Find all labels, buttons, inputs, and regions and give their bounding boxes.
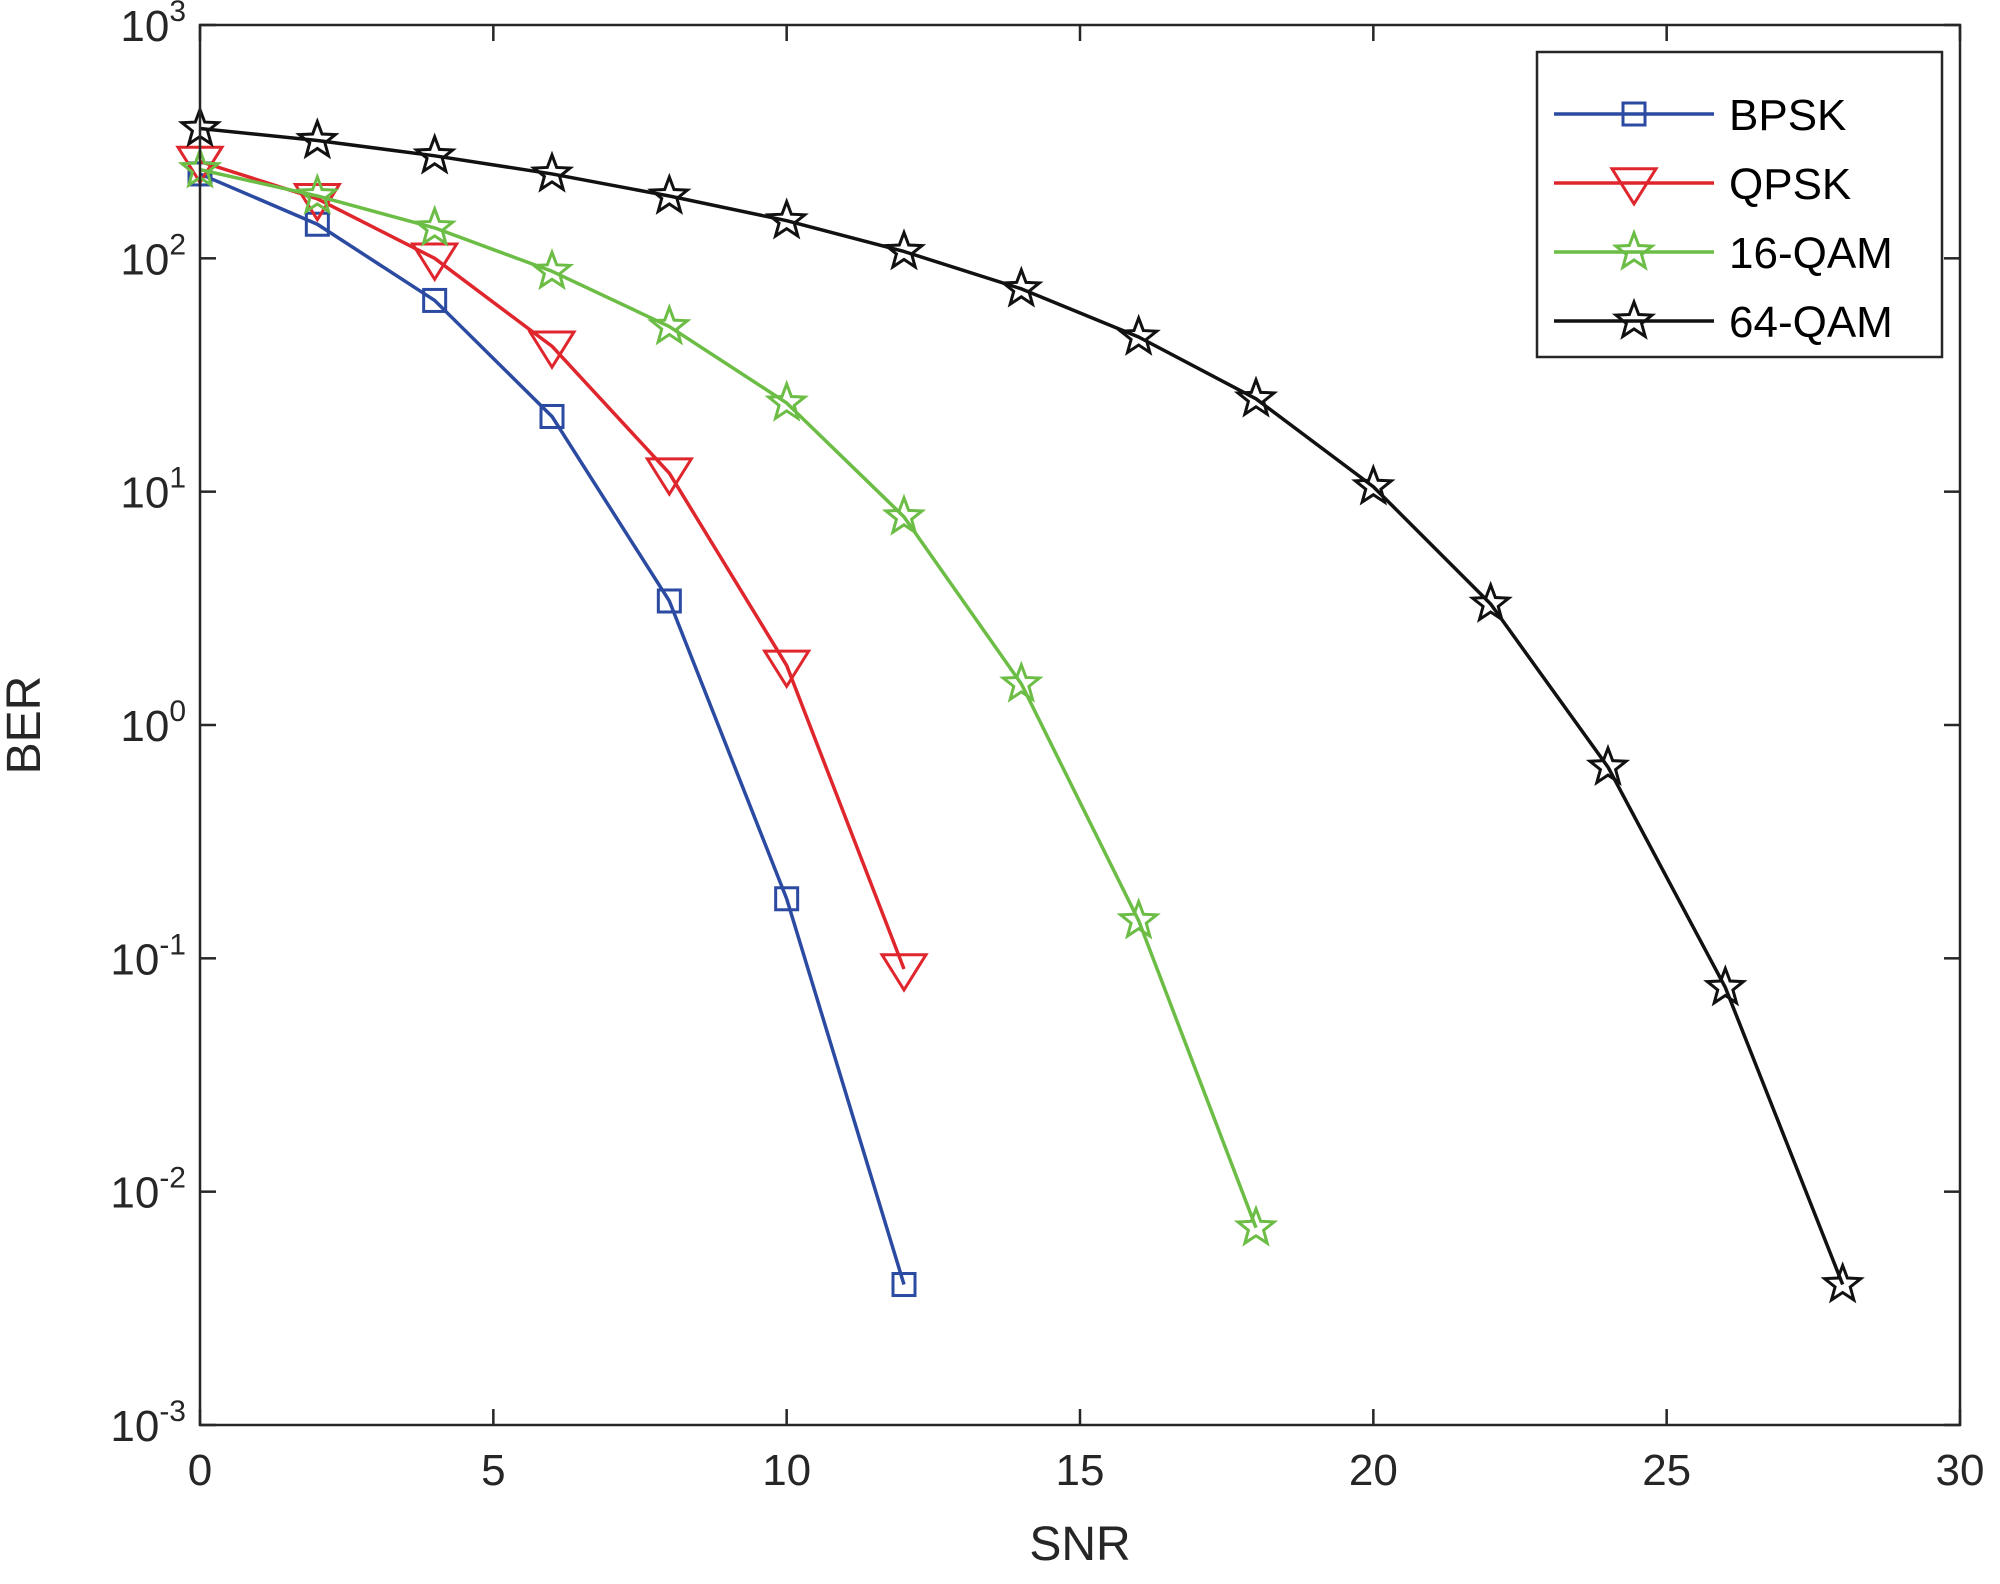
legend-marker (1621, 101, 1647, 127)
legend-entry: 16-QAM (1554, 228, 1893, 278)
data-point (422, 287, 448, 313)
data-point (764, 197, 809, 240)
y-tick-label: 101 (120, 462, 186, 518)
data-point (409, 242, 460, 283)
x-tick-label: 5 (481, 1446, 505, 1495)
legend-marker (1609, 167, 1659, 207)
data-point (999, 660, 1044, 703)
legend-entry: 64-QAM (1554, 297, 1893, 347)
data-point (1585, 743, 1631, 786)
y-axis-title: BER (0, 676, 51, 775)
data-point (1116, 313, 1161, 356)
y-tick-base: 10 (110, 935, 159, 984)
x-tick-label: 25 (1642, 1446, 1691, 1495)
data-point (1351, 463, 1396, 506)
data-point (644, 457, 695, 497)
y-tick-base: 10 (120, 2, 169, 51)
data-point (295, 117, 340, 160)
x-tick-label: 30 (1936, 1446, 1985, 1495)
series-line (199, 172, 906, 1286)
data-point (881, 228, 927, 271)
data-point (891, 1272, 917, 1298)
data-point (304, 211, 330, 237)
data-point (529, 150, 575, 193)
y-tick-exponent: -1 (159, 928, 186, 961)
data-point (1233, 375, 1279, 418)
legend-label: 16-QAM (1729, 229, 1893, 278)
data-point (761, 649, 812, 690)
series-line (199, 159, 906, 970)
x-tick-label: 15 (1056, 1446, 1105, 1495)
y-tick-base: 10 (120, 235, 169, 284)
data-point (539, 403, 565, 429)
x-tick-label: 10 (762, 1446, 811, 1495)
y-tick-exponent: 1 (169, 462, 186, 495)
legend: BPSK QPSK 16-QAM 64-QAM (1535, 50, 1944, 359)
legend-label: BPSK (1729, 91, 1846, 140)
data-point (774, 886, 800, 912)
data-point (292, 182, 343, 223)
x-axis: 0 5 10 15 20 25 30 (188, 25, 1985, 1495)
series-64-qam (177, 105, 1865, 1304)
y-tick-label: 102 (120, 228, 186, 284)
data-point (881, 493, 927, 536)
y-tick-label: 10-2 (110, 1162, 186, 1218)
legend-marker (1611, 297, 1657, 340)
data-point (647, 303, 692, 346)
y-tick-exponent: -3 (159, 1395, 186, 1428)
legend-entry: QPSK (1554, 160, 1851, 209)
x-axis-title: SNR (1029, 1518, 1130, 1571)
data-point (999, 265, 1044, 308)
series-line (199, 126, 1845, 1286)
y-tick-base: 10 (110, 1169, 159, 1218)
data-point (412, 132, 457, 175)
x-tick-label: 20 (1349, 1446, 1398, 1495)
data-point (1116, 897, 1161, 940)
data-point (527, 330, 577, 370)
y-tick-base: 10 (120, 469, 169, 518)
y-tick-base: 10 (110, 1402, 159, 1451)
data-point (879, 953, 929, 993)
x-tick-label: 0 (188, 1446, 212, 1495)
y-tick-exponent: 3 (169, 0, 186, 28)
legend-entry: BPSK (1554, 91, 1846, 140)
legend-label: 64-QAM (1729, 298, 1893, 347)
y-tick-exponent: 2 (169, 228, 186, 261)
data-point (529, 248, 575, 291)
data-point (412, 204, 457, 247)
data-point (1703, 964, 1748, 1007)
y-tick-label: 10-3 (110, 1395, 186, 1451)
data-point (764, 379, 809, 422)
legend-label: QPSK (1729, 160, 1851, 209)
legend-marker (1611, 228, 1657, 271)
data-point (656, 588, 682, 614)
data-point (1468, 580, 1513, 623)
data-point (1820, 1261, 1865, 1304)
data-point (647, 172, 692, 215)
series-line (199, 167, 1258, 1229)
y-tick-exponent: 0 (169, 695, 186, 728)
y-tick-base: 10 (120, 702, 169, 751)
y-tick-label: 103 (120, 0, 186, 51)
y-tick-label: 10-1 (110, 928, 186, 984)
y-tick-label: 100 (120, 695, 186, 751)
y-tick-exponent: -2 (159, 1162, 186, 1195)
data-point (295, 172, 340, 215)
legend-box (1535, 50, 1944, 359)
data-point (1233, 1204, 1279, 1247)
